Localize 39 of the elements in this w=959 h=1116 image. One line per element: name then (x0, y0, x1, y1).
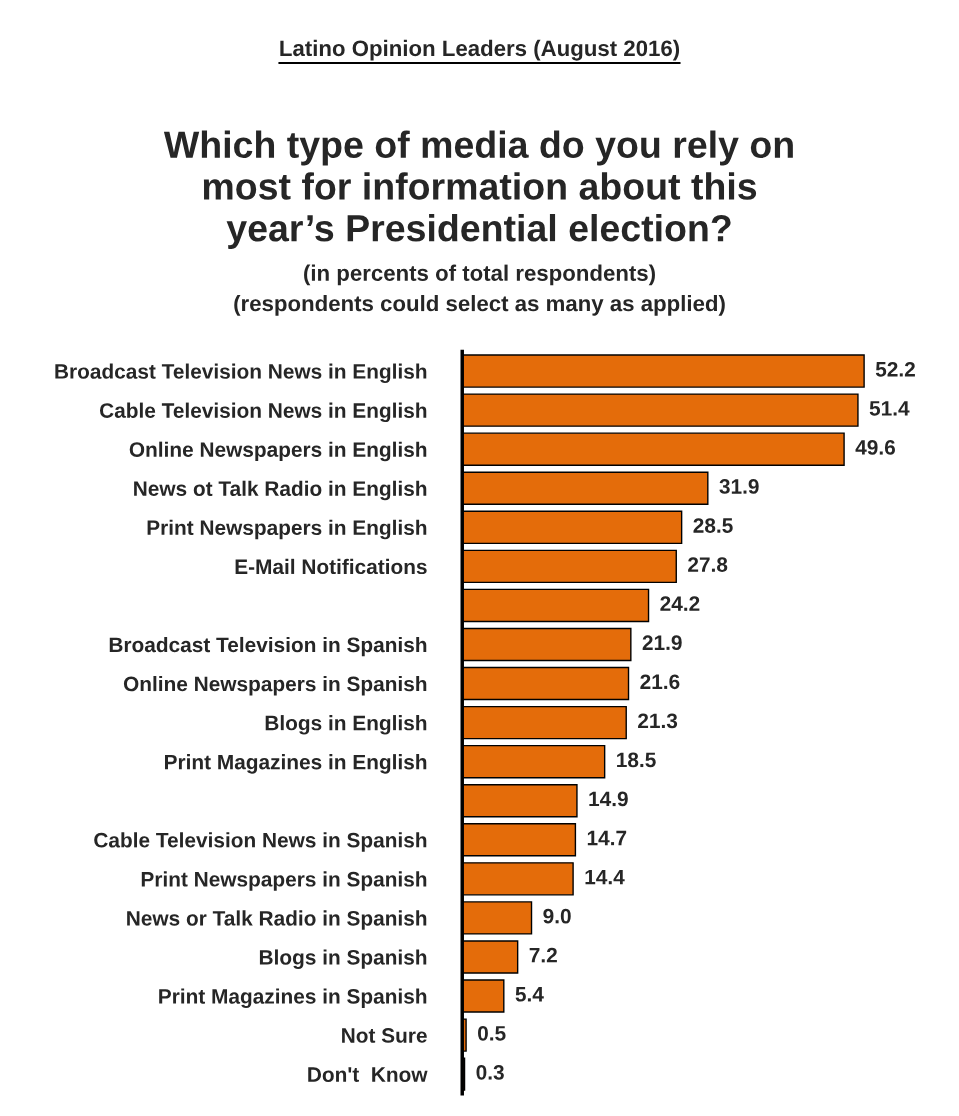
data-label: 52.2 (875, 361, 915, 377)
y-tick-label: Online Newspapers in Spanish (123, 676, 427, 696)
data-label: 49.6 (855, 440, 895, 455)
data-label: 18.5 (617, 752, 656, 768)
data-label: 14.9 (589, 791, 628, 807)
y-tick-label: Don't Know (308, 1067, 428, 1082)
data-label: 24.2 (660, 596, 700, 611)
y-tick-label: Blogs in English (265, 715, 427, 735)
y-tick-label: Online Newspapers in English (129, 441, 427, 462)
data-label: 21.3 (638, 713, 678, 729)
data-label: 28.5 (693, 518, 733, 533)
y-tick-label: Print Magazines in English (165, 754, 427, 774)
data-label: 0.5 (478, 1025, 506, 1041)
y-tick-label: Blogs in Spanish (259, 949, 427, 969)
y-tick-label: Print Magazines in Spanish (159, 988, 427, 1008)
data-label: 31.9 (719, 479, 759, 494)
data-label: 0.3 (476, 1064, 504, 1080)
y-tick-label: News ot Talk Radio in English (134, 480, 427, 501)
data-label: 21.6 (640, 674, 680, 690)
y-tick-label: Broadcast Television in Spanish (109, 636, 427, 657)
data-label: 14.7 (587, 830, 627, 846)
y-tick-label: Cable Television News in Spanish (94, 832, 427, 852)
data-label: 5.4 (515, 987, 544, 1002)
y-tick-label: Not Sure (342, 1028, 427, 1043)
chart-subtitle: (in percents of total respondents) (respondents could select as many as applied) (234, 264, 725, 316)
y-tick-label: News or Talk Radio in Spanish (127, 910, 427, 930)
data-label: 14.4 (585, 869, 625, 885)
data-label: 7.2 (529, 947, 557, 963)
y-tick-label: Cable Television News in English (99, 402, 427, 423)
y-tick-label: Print Newspapers in Spanish (141, 871, 427, 891)
data-label: 9.0 (543, 908, 571, 924)
chart-title: Which type of media do you rely on most for information about this year’s Presidential election? (163, 130, 793, 249)
data-label: 27.8 (688, 557, 728, 572)
y-tick-label: E-Mail Notifications (235, 558, 427, 575)
data-label: 51.4 (869, 401, 910, 416)
text: Latino Opinion Leaders (August 2016) (280, 39, 680, 61)
data-label: 21.9 (642, 635, 682, 651)
y-tick-label: Broadcast Television News in English (55, 363, 427, 384)
y-tick-label: Print Newspapers in English (147, 519, 427, 540)
